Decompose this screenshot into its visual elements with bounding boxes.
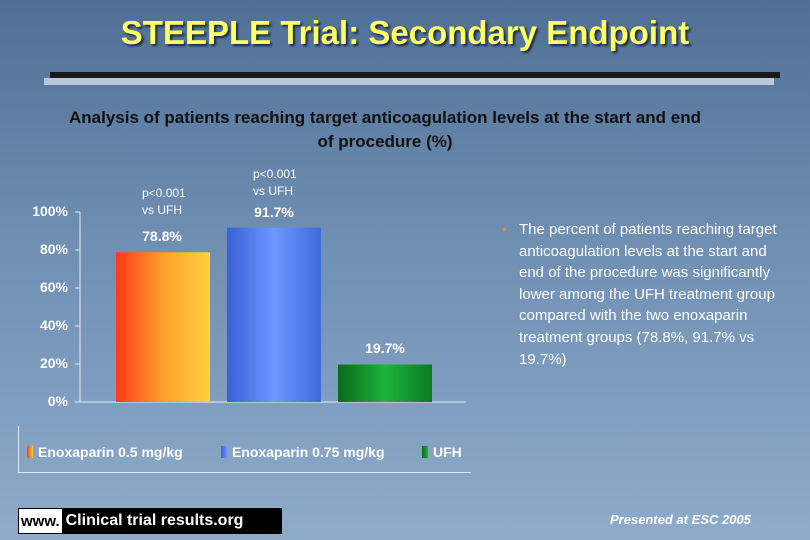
- legend-item-enoxaparin-0-75: Enoxaparin 0.75 mg/kg: [221, 444, 385, 460]
- bullet-text: The percent of patients reaching target …: [519, 221, 777, 368]
- y-tick-label: 20%: [40, 355, 69, 371]
- slide-title: STEEPLE Trial: Secondary Endpoint: [120, 14, 690, 51]
- bullet-icon: •: [502, 221, 507, 237]
- y-tick-label: 60%: [40, 279, 69, 295]
- y-tick-label: 40%: [40, 317, 69, 333]
- p-value-annotation-comparator: vs UFH: [142, 203, 182, 217]
- p-value-annotation-comparator: vs UFH: [253, 184, 293, 198]
- bar-chart: 0% 20% 40% 60% 80% 100% 78.8% 91.7% 19.7% p<0.00…: [32, 167, 466, 409]
- chart-labels: 78.8% 91.7% 19.7% p<0.001 vs UFH p<0.001 vs UF…: [142, 167, 405, 356]
- y-tick-label: 100%: [32, 203, 68, 219]
- bullet-point: • The percent of patients reaching targe…: [502, 219, 792, 370]
- footer-site-name: Clinical trial results.org: [61, 509, 281, 533]
- legend-swatch: [422, 446, 428, 458]
- legend-swatch: [221, 446, 227, 458]
- y-tick-label: 80%: [40, 241, 69, 257]
- footer-logo: www. Clinical trial results.org: [18, 508, 282, 534]
- chart-legend: Enoxaparin 0.5 mg/kg Enoxaparin 0.75 mg/…: [18, 426, 471, 473]
- chart-bars: [116, 227, 432, 402]
- value-label-1: 78.8%: [142, 228, 182, 244]
- legend-label: UFH: [433, 444, 462, 460]
- legend-label: Enoxaparin 0.75 mg/kg: [232, 444, 385, 460]
- presented-at: Presented at ESC 2005: [610, 512, 751, 527]
- y-tick-label: 0%: [48, 393, 69, 409]
- legend-item-ufh: UFH: [422, 444, 462, 460]
- title-divider: [44, 78, 774, 85]
- value-label-2: 91.7%: [254, 204, 294, 220]
- p-value-annotation: p<0.001: [253, 167, 297, 181]
- bar-1: [116, 252, 210, 402]
- title-divider-shadow: [50, 72, 780, 78]
- bar-3: [338, 364, 432, 402]
- legend-label: Enoxaparin 0.5 mg/kg: [38, 444, 183, 460]
- chart-subtitle: Analysis of patients reaching target ant…: [69, 108, 701, 151]
- legend-item-enoxaparin-0-5: Enoxaparin 0.5 mg/kg: [27, 444, 183, 460]
- legend-swatch: [27, 446, 33, 458]
- bar-2: [227, 227, 321, 402]
- footer-www: www.: [19, 509, 62, 533]
- p-value-annotation: p<0.001: [142, 186, 186, 200]
- value-label-3: 19.7%: [365, 340, 405, 356]
